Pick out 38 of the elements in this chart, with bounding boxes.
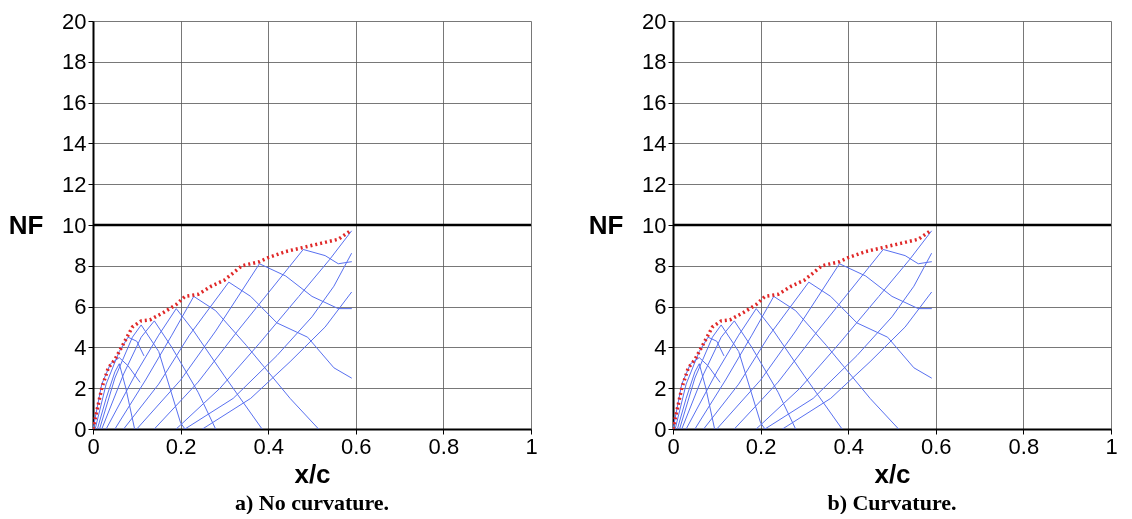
- y-tick-label: 18: [642, 49, 667, 75]
- y-tick-label: 2: [654, 375, 667, 401]
- y-tick-label: 18: [62, 49, 87, 75]
- y-tick-label: 14: [62, 130, 87, 156]
- x-tick-label: 1: [525, 433, 538, 459]
- x-tick-label: 0.8: [428, 433, 460, 459]
- y-tick-label: 20: [642, 8, 667, 34]
- y-tick-label: 6: [74, 294, 87, 320]
- x-tick-label: 0.2: [745, 433, 777, 459]
- x-axis-title: x/c: [874, 458, 911, 489]
- y-tick-label: 14: [642, 130, 667, 156]
- x-tick-label: 0.2: [165, 433, 197, 459]
- y-tick-label: 0: [654, 416, 667, 442]
- y-tick-label: 4: [654, 334, 667, 360]
- x-axis-title: x/c: [294, 458, 331, 489]
- y-tick-label: 2: [74, 375, 87, 401]
- y-tick-label: 0: [74, 416, 87, 442]
- x-tick-label: 0.6: [341, 433, 372, 459]
- y-tick-label: 10: [62, 212, 87, 238]
- y-tick-label: 6: [654, 294, 667, 320]
- x-tick-label: 1: [1105, 433, 1118, 459]
- text: b) Curvature.: [827, 490, 957, 515]
- x-tick-label: 0.4: [833, 433, 864, 459]
- y-axis-title: NF: [588, 209, 624, 240]
- y-tick-label: 16: [62, 90, 87, 116]
- y-tick-label: 8: [654, 253, 667, 279]
- y-tick-label: 4: [74, 334, 87, 360]
- text: a) No curvature.: [234, 490, 390, 515]
- x-tick-label: 0.8: [1008, 433, 1040, 459]
- y-tick-label: 10: [642, 212, 667, 238]
- y-tick-label: 20: [62, 8, 87, 34]
- y-tick-label: 12: [642, 171, 667, 197]
- y-axis-title: NF: [8, 209, 44, 240]
- y-tick-label: 12: [62, 171, 87, 197]
- y-tick-label: 8: [74, 253, 87, 279]
- y-tick-label: 16: [642, 90, 667, 116]
- x-tick-label: 0.4: [253, 433, 284, 459]
- x-tick-label: 0.6: [921, 433, 952, 459]
